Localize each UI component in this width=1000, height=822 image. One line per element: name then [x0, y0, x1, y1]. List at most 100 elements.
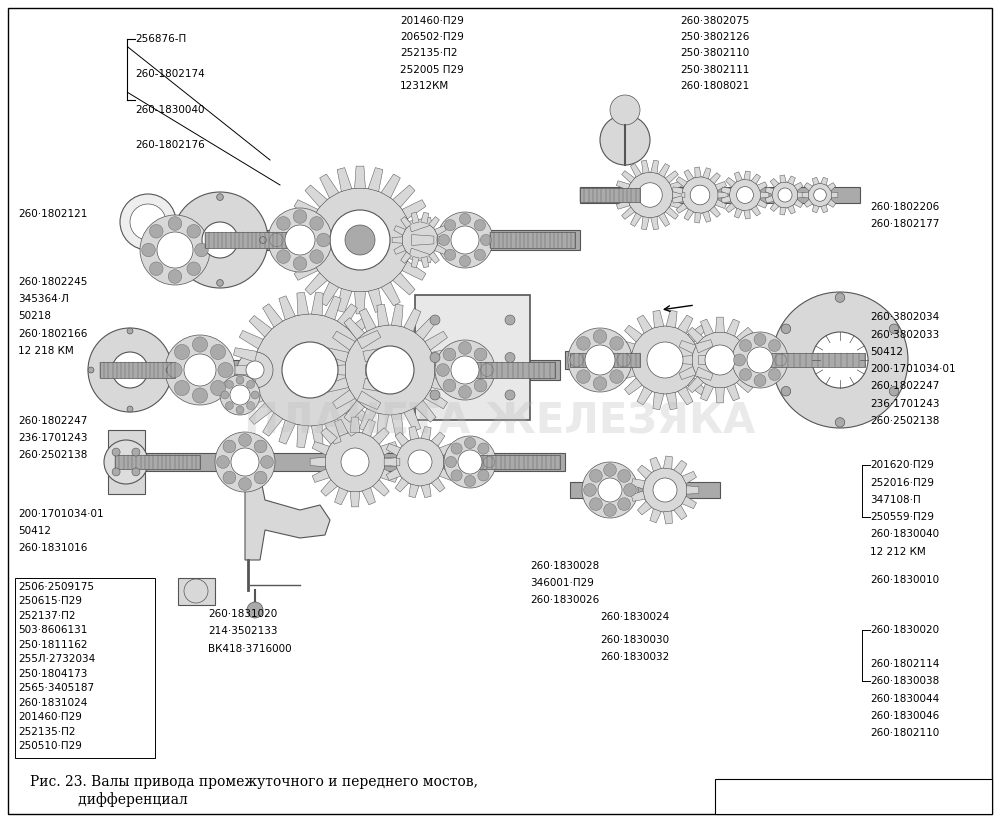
Polygon shape [350, 492, 360, 507]
Polygon shape [663, 511, 672, 524]
Circle shape [165, 335, 235, 405]
Polygon shape [757, 182, 767, 191]
Bar [570, 353, 640, 367]
Circle shape [225, 381, 233, 388]
Text: 250·3802126: 250·3802126 [680, 32, 749, 42]
Bar [770, 353, 865, 367]
Circle shape [149, 262, 163, 275]
Text: 260·1802245: 260·1802245 [18, 277, 87, 287]
Polygon shape [232, 365, 254, 376]
Text: ВК418·3716000: ВК418·3716000 [208, 644, 292, 653]
Circle shape [505, 315, 515, 325]
Text: 200·1701034·01: 200·1701034·01 [18, 509, 104, 519]
Circle shape [184, 354, 216, 386]
Circle shape [239, 478, 251, 491]
Polygon shape [666, 310, 677, 328]
Text: 252137·П2: 252137·П2 [18, 611, 76, 621]
Circle shape [610, 336, 623, 350]
Polygon shape [357, 391, 381, 409]
Circle shape [220, 375, 260, 415]
Bar [205, 232, 290, 248]
Polygon shape [279, 296, 295, 320]
Polygon shape [744, 171, 750, 180]
Circle shape [734, 354, 746, 366]
Polygon shape [249, 403, 272, 424]
Circle shape [459, 256, 471, 266]
Polygon shape [794, 182, 803, 191]
Polygon shape [404, 409, 421, 432]
Polygon shape [263, 413, 283, 436]
Polygon shape [630, 164, 641, 177]
Bar [460, 455, 560, 469]
Circle shape [174, 381, 190, 395]
Polygon shape [615, 192, 627, 198]
Circle shape [812, 332, 868, 388]
Circle shape [120, 194, 176, 250]
Circle shape [127, 328, 133, 334]
Polygon shape [703, 168, 711, 179]
Text: 260·1802247: 260·1802247 [18, 416, 87, 426]
Text: 260-1802174: 260-1802174 [135, 69, 205, 79]
Circle shape [437, 363, 449, 376]
Polygon shape [310, 457, 325, 467]
Circle shape [192, 337, 208, 352]
Polygon shape [263, 304, 283, 327]
Circle shape [481, 363, 493, 376]
Text: 252135·П2: 252135·П2 [18, 727, 76, 737]
Text: 250·1811162: 250·1811162 [18, 640, 88, 650]
Circle shape [474, 249, 485, 261]
Circle shape [247, 402, 255, 409]
Circle shape [451, 470, 462, 481]
Polygon shape [821, 205, 828, 213]
Polygon shape [393, 185, 415, 207]
Circle shape [157, 232, 193, 268]
Polygon shape [617, 367, 635, 381]
Text: 255Л·2732034: 255Л·2732034 [18, 654, 95, 664]
Text: 345364·Л: 345364·Л [18, 294, 69, 304]
Circle shape [317, 233, 330, 247]
Circle shape [451, 226, 479, 254]
Text: 250·3802111: 250·3802111 [680, 65, 749, 75]
Polygon shape [687, 327, 704, 344]
Polygon shape [734, 172, 742, 182]
Circle shape [308, 188, 412, 292]
Text: 260·1802110: 260·1802110 [870, 728, 939, 738]
Text: 12 218 КМ: 12 218 КМ [18, 346, 74, 356]
Polygon shape [415, 318, 436, 339]
Polygon shape [674, 506, 687, 520]
Polygon shape [435, 365, 456, 375]
Text: 250559·П29: 250559·П29 [870, 512, 934, 522]
Polygon shape [751, 206, 760, 216]
Text: 260·2502138: 260·2502138 [18, 450, 87, 460]
Text: 260·3802033: 260·3802033 [870, 330, 939, 339]
Bar [15, 578, 155, 758]
Circle shape [705, 345, 735, 375]
Polygon shape [384, 458, 396, 466]
Polygon shape [716, 388, 724, 403]
Polygon shape [239, 330, 263, 349]
Polygon shape [333, 331, 355, 350]
Text: 201460·П29: 201460·П29 [18, 713, 82, 723]
Polygon shape [565, 351, 870, 369]
Circle shape [270, 233, 283, 247]
Circle shape [598, 478, 622, 502]
Circle shape [132, 448, 140, 456]
Circle shape [217, 279, 223, 286]
Text: 260·1830026: 260·1830026 [530, 595, 599, 605]
Polygon shape [687, 376, 704, 393]
Text: 260·1802206: 260·1802206 [870, 202, 939, 212]
Polygon shape [798, 192, 805, 198]
Circle shape [768, 339, 780, 352]
Polygon shape [616, 200, 630, 210]
Polygon shape [650, 509, 661, 523]
Polygon shape [233, 378, 257, 392]
Polygon shape [650, 457, 661, 471]
Circle shape [781, 386, 791, 396]
Polygon shape [695, 167, 701, 178]
Text: 260·1830028: 260·1830028 [530, 561, 599, 570]
Polygon shape [716, 317, 724, 332]
Circle shape [474, 379, 487, 392]
Circle shape [215, 432, 275, 492]
Polygon shape [294, 200, 318, 219]
Text: 260·1808021: 260·1808021 [680, 81, 749, 91]
